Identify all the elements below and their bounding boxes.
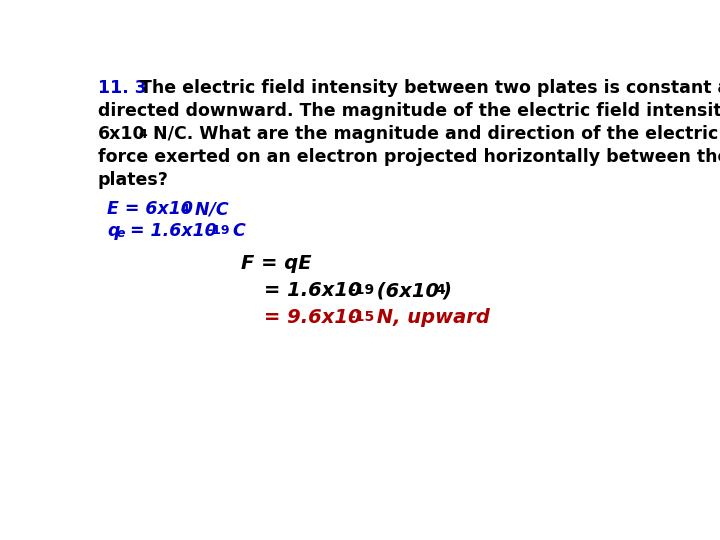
Text: -19: -19	[207, 224, 230, 237]
Text: N, upward: N, upward	[370, 308, 490, 327]
Text: 6x10: 6x10	[98, 125, 145, 143]
Text: force exerted on an electron projected horizontally between the two: force exerted on an electron projected h…	[98, 148, 720, 166]
Text: plates?: plates?	[98, 171, 168, 189]
Text: The electric field intensity between two plates is constant and: The electric field intensity between two…	[140, 79, 720, 97]
Text: = 9.6x10: = 9.6x10	[264, 308, 362, 327]
Text: E = 6x10: E = 6x10	[107, 200, 193, 218]
Text: N/C: N/C	[189, 200, 229, 218]
Text: q: q	[107, 222, 120, 240]
Text: e: e	[117, 227, 125, 240]
Text: N/C. What are the magnitude and direction of the electric: N/C. What are the magnitude and directio…	[148, 125, 719, 143]
Text: 4: 4	[138, 128, 147, 141]
Text: F = qE: F = qE	[241, 254, 312, 273]
Text: (6x10: (6x10	[370, 281, 439, 300]
Text: = 1.6x10: = 1.6x10	[264, 281, 362, 300]
Text: = 1.6x10: = 1.6x10	[124, 222, 217, 240]
Text: ): )	[443, 281, 451, 300]
Text: -15: -15	[350, 310, 375, 325]
Text: 4: 4	[181, 202, 189, 215]
Text: 11. 3: 11. 3	[98, 79, 146, 97]
Text: directed downward. The magnitude of the electric field intensity is: directed downward. The magnitude of the …	[98, 102, 720, 120]
Text: 4: 4	[435, 284, 445, 298]
Text: C: C	[228, 222, 246, 240]
Text: -19: -19	[350, 284, 374, 298]
